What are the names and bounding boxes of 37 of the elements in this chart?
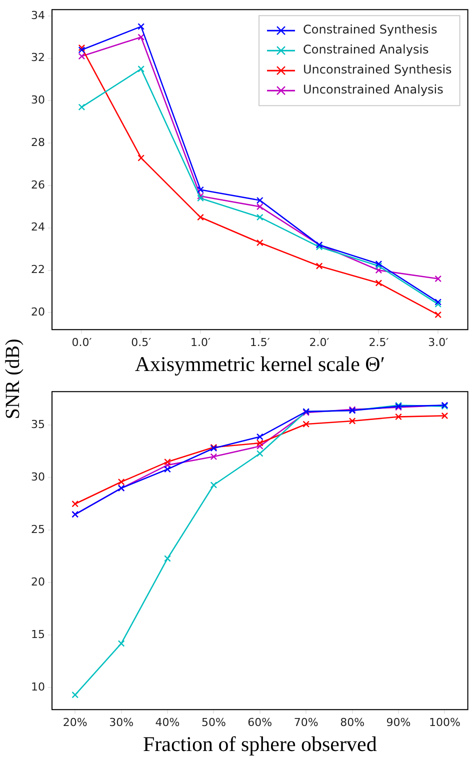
y-tick-label: 20 <box>30 575 45 588</box>
legend-label: Unconstrained Analysis <box>303 82 444 97</box>
x-axis-title: Fraction of sphere observed <box>142 732 378 756</box>
x-tick-label: 2.5′ <box>368 336 390 350</box>
legend-label: Unconstrained Synthesis <box>303 62 452 77</box>
x-tick-label: 50% <box>201 716 226 730</box>
x-tick-label: 60% <box>248 716 272 730</box>
y-tick-label: 26 <box>30 178 45 192</box>
x-tick-label: 80% <box>340 716 365 730</box>
y-tick-label: 20 <box>30 306 45 319</box>
x-tick-label: 30% <box>109 716 134 730</box>
legend-label: Constrained Synthesis <box>303 22 438 37</box>
y-tick-label: 24 <box>30 220 45 234</box>
x-tick-label: 0.0′ <box>72 336 92 350</box>
x-tick-label: 1.5′ <box>250 336 270 350</box>
x-tick-label: 90% <box>386 716 411 730</box>
legend-label: Constrained Analysis <box>303 42 429 57</box>
y-tick-label: 30 <box>30 470 45 484</box>
x-tick-label: 40% <box>155 716 180 730</box>
y-tick-label: 34 <box>30 8 45 22</box>
y-tick-label: 32 <box>30 51 45 64</box>
x-tick-label: 20% <box>62 716 88 730</box>
x-tick-label: 1.0′ <box>190 336 211 350</box>
y-axis-title: SNR (dB) <box>2 338 25 420</box>
y-tick-label: 35 <box>30 418 45 432</box>
x-axis-title: Axisymmetric kernel scale Θ′ <box>134 352 385 376</box>
y-tick-label: 25 <box>30 522 45 536</box>
y-tick-label: 28 <box>30 136 45 149</box>
x-tick-label: 70% <box>294 716 318 730</box>
y-tick-label: 22 <box>30 263 45 276</box>
y-tick-label: 15 <box>30 628 45 641</box>
x-tick-label: 2.0′ <box>309 336 330 350</box>
y-tick-label: 30 <box>30 94 45 107</box>
x-tick-label: 3.0′ <box>428 336 449 350</box>
x-tick-label: 100% <box>428 716 460 730</box>
y-tick-label: 10 <box>30 680 45 694</box>
x-tick-label: 0.5′ <box>131 336 152 350</box>
